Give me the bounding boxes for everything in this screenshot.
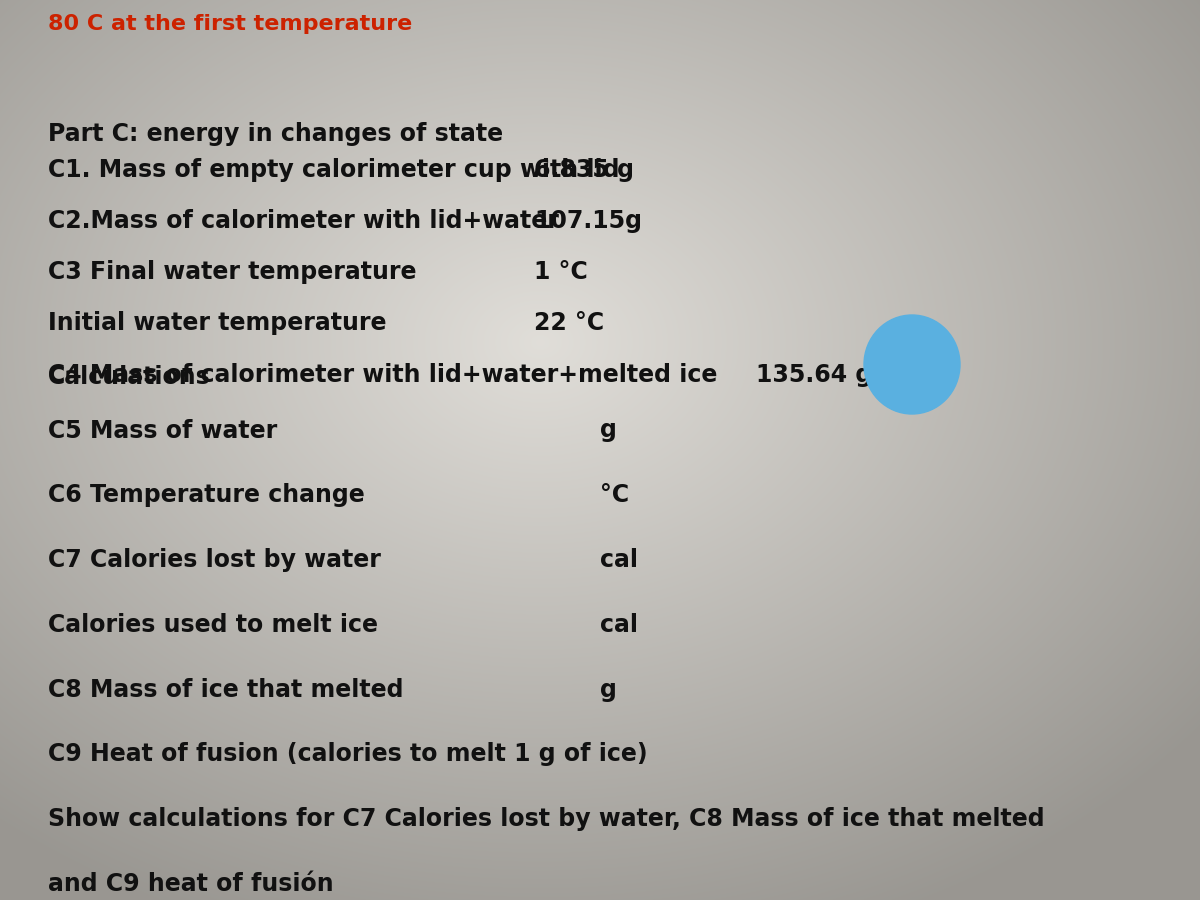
Text: cal: cal	[600, 548, 638, 572]
Text: C2.Mass of calorimeter with lid+water: C2.Mass of calorimeter with lid+water	[48, 209, 559, 233]
Text: 6.835 g: 6.835 g	[534, 158, 634, 182]
Text: °C: °C	[600, 483, 629, 508]
Text: Part C: energy in changes of state: Part C: energy in changes of state	[48, 122, 503, 146]
Text: C6 Temperature change: C6 Temperature change	[48, 483, 365, 508]
Text: Show calculations for C7 Calories lost by water, C8 Mass of ice that melted: Show calculations for C7 Calories lost b…	[48, 807, 1045, 832]
Text: C7 Calories lost by water: C7 Calories lost by water	[48, 548, 380, 572]
Text: C3 Final water temperature: C3 Final water temperature	[48, 260, 416, 284]
Text: Calories used to melt ice: Calories used to melt ice	[48, 613, 378, 637]
Text: and C9 heat of fusión: and C9 heat of fusión	[48, 872, 334, 896]
Text: 22 °C: 22 °C	[534, 311, 604, 336]
Text: Calculations: Calculations	[48, 364, 211, 389]
Text: cal: cal	[600, 613, 638, 637]
Text: 107.15g: 107.15g	[534, 209, 642, 233]
Text: C4 Mass of calorimeter with lid+water+melted ice: C4 Mass of calorimeter with lid+water+me…	[48, 363, 718, 387]
Text: C5 Mass of water: C5 Mass of water	[48, 418, 277, 443]
Text: g: g	[600, 678, 617, 702]
Text: C8 Mass of ice that melted: C8 Mass of ice that melted	[48, 678, 403, 702]
Text: C1. Mass of empty calorimeter cup with lid: C1. Mass of empty calorimeter cup with l…	[48, 158, 619, 182]
Text: Initial water temperature: Initial water temperature	[48, 311, 386, 336]
Text: C9 Heat of fusion (calories to melt 1 g of ice): C9 Heat of fusion (calories to melt 1 g …	[48, 742, 648, 767]
Text: 80 C at the first temperature: 80 C at the first temperature	[48, 14, 413, 33]
Ellipse shape	[864, 315, 960, 414]
Text: 135.64 g: 135.64 g	[756, 363, 872, 387]
Text: g: g	[600, 418, 617, 443]
Text: 1 °C: 1 °C	[534, 260, 588, 284]
